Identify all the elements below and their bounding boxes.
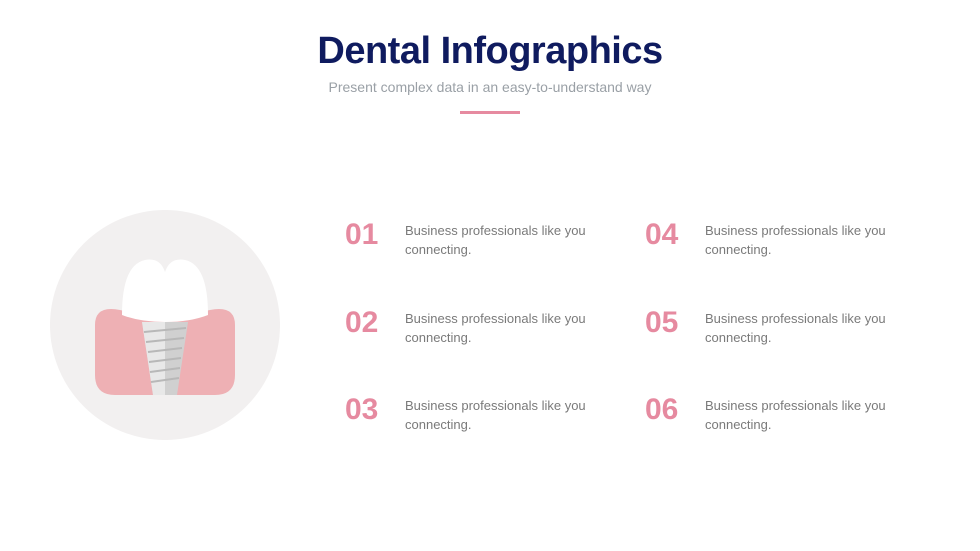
page-subtitle: Present complex data in an easy-to-under…: [0, 79, 980, 95]
info-item: 02 Business professionals like you conne…: [345, 308, 625, 348]
item-number: 04: [645, 220, 689, 250]
item-number: 05: [645, 308, 689, 338]
item-description: Business professionals like you connecti…: [405, 395, 625, 435]
info-item: 06 Business professionals like you conne…: [645, 395, 925, 435]
info-item: 01 Business professionals like you conne…: [345, 220, 625, 260]
item-description: Business professionals like you connecti…: [405, 220, 625, 260]
item-number: 02: [345, 308, 389, 338]
item-description: Business professionals like you connecti…: [405, 308, 625, 348]
item-number: 06: [645, 395, 689, 425]
info-item: 05 Business professionals like you conne…: [645, 308, 925, 348]
header-block: Dental Infographics Present complex data…: [0, 0, 980, 114]
tooth-implant-illustration: [50, 210, 280, 440]
item-description: Business professionals like you connecti…: [705, 220, 925, 260]
item-description: Business professionals like you connecti…: [705, 308, 925, 348]
items-grid: 01 Business professionals like you conne…: [345, 220, 925, 435]
info-item: 04 Business professionals like you conne…: [645, 220, 925, 260]
item-description: Business professionals like you connecti…: [705, 395, 925, 435]
divider-accent: [460, 111, 520, 114]
page-title: Dental Infographics: [0, 30, 980, 73]
info-item: 03 Business professionals like you conne…: [345, 395, 625, 435]
item-number: 03: [345, 395, 389, 425]
item-number: 01: [345, 220, 389, 250]
